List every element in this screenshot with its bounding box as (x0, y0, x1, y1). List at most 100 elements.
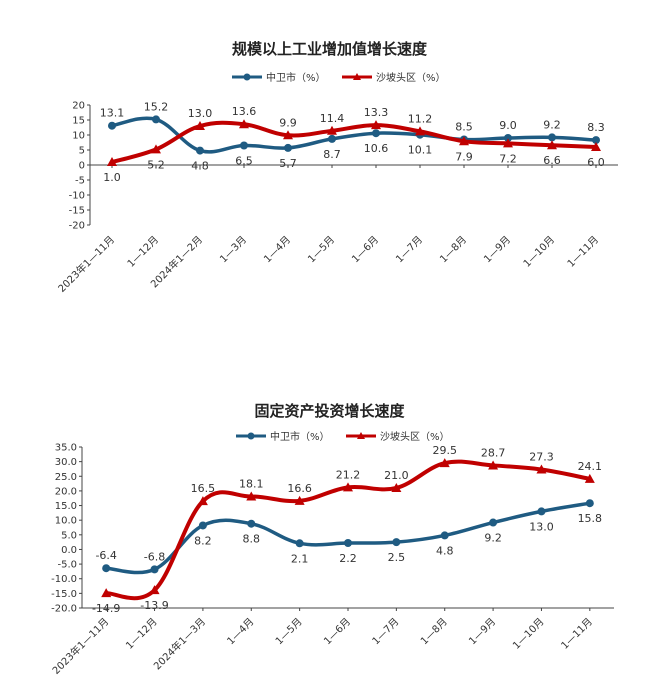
data-label: 10.1 (408, 144, 433, 157)
y-tick-label: 5 (79, 146, 85, 157)
x-tick-label: 1—3月 (217, 234, 249, 266)
data-label: -6.4 (95, 549, 116, 562)
data-point (503, 138, 513, 148)
industrial-growth-chart: 规模以上工业增加值增长速度 中卫市（%） 沙坡头区（%） 20 15 10 5 0 -5 -10… (0, 0, 659, 340)
x-tick-label: 1—6月 (321, 616, 353, 648)
data-point (548, 133, 556, 142)
x-tick-label: 1—10月 (510, 616, 546, 652)
data-point (284, 143, 292, 152)
data-point (151, 144, 161, 154)
data-point (372, 129, 380, 138)
data-label: 1.0 (103, 171, 121, 184)
data-point (592, 136, 600, 145)
data-label: 13.1 (100, 107, 125, 120)
data-point (391, 482, 402, 492)
data-label: 4.8 (436, 544, 454, 557)
data-point (415, 126, 425, 136)
data-label: 2.2 (339, 552, 357, 565)
data-point (392, 538, 401, 547)
data-point (102, 564, 111, 573)
data-label: 28.7 (481, 446, 506, 459)
data-label: 8.5 (455, 121, 473, 134)
chart-title: 规模以上工业增加值增长速度 (231, 40, 427, 58)
investment-growth-svg: 中卫市（%） 沙坡头区（%） 35.0 30.0 25.0 20.0 15.0 10.0 5.0… (49, 430, 614, 677)
data-point (344, 539, 352, 548)
y-tick-label: -15 (69, 206, 85, 217)
data-label: 6.0 (587, 156, 605, 169)
legend-item: 中卫市（%） (232, 71, 326, 84)
data-point (246, 491, 257, 501)
y-tick-label: 15 (72, 116, 85, 127)
y-tick-label: 30.0 (55, 457, 77, 468)
data-point (149, 585, 160, 595)
data-label: 8.2 (194, 534, 212, 547)
x-tick-label: 1—7月 (370, 616, 402, 648)
data-point (504, 134, 512, 142)
x-tick-label: 1—4月 (225, 616, 257, 648)
data-label: 5.7 (279, 157, 297, 170)
data-label: -14.9 (92, 602, 120, 615)
x-tick-label: 1—11月 (565, 234, 601, 270)
y-tick-label: -15.0 (51, 589, 77, 600)
legend-item: 沙坡头区（%） (346, 430, 450, 443)
data-point (107, 157, 117, 166)
x-tick-label: 1—12月 (125, 234, 161, 270)
data-label: 9.9 (279, 116, 297, 129)
x-tick-label: 1—10月 (521, 234, 557, 270)
data-label: 13.6 (232, 105, 257, 118)
x-tick-label: 1—8月 (418, 616, 450, 648)
data-label: 9.2 (543, 118, 561, 131)
data-label: 29.5 (432, 444, 457, 457)
series-line (110, 120, 598, 164)
data-label: 21.0 (384, 469, 409, 482)
data-point (440, 531, 449, 540)
data-point (195, 121, 205, 130)
data-label: 18.1 (239, 477, 264, 490)
y-tick-label: 20 (72, 101, 85, 112)
data-point (489, 518, 498, 527)
y-tick-label: 0.0 (61, 545, 77, 556)
x-tick-label: 1—4月 (261, 234, 293, 266)
data-label: 21.2 (336, 468, 361, 481)
data-label: 24.1 (578, 460, 603, 473)
x-tick-label: 1—11月 (559, 616, 595, 652)
data-label: 27.3 (529, 451, 554, 464)
data-point (459, 136, 469, 146)
y-tick-label: 15.0 (55, 501, 77, 512)
industrial-growth-svg: 中卫市（%） 沙坡头区（%） 20 15 10 5 0 -5 -10 -15 -202023年1—1… (55, 71, 618, 295)
data-point (488, 460, 499, 470)
data-label: 7.9 (455, 150, 473, 163)
x-tick-label: 2024年1—3月 (151, 615, 208, 672)
data-point (328, 134, 336, 143)
legend-label: 沙坡头区（%） (376, 71, 446, 84)
chart-title: 固定资产投资增长速度 (254, 402, 405, 420)
data-label: 13.0 (529, 520, 554, 533)
data-point (239, 119, 249, 129)
data-label: -13.9 (140, 599, 168, 612)
data-label: 8.8 (243, 533, 261, 546)
data-label: 11.2 (408, 112, 433, 125)
data-point (537, 507, 546, 516)
x-tick-label: 2023年1—11月 (49, 615, 111, 677)
x-tick-label: 1—9月 (467, 616, 499, 648)
data-label: 15.8 (578, 512, 603, 525)
data-point (108, 121, 116, 130)
y-tick-label: 25.0 (55, 472, 77, 483)
legend-label: 沙坡头区（%） (380, 430, 450, 443)
data-point (585, 499, 594, 508)
legend-label: 中卫市（%） (270, 430, 330, 443)
y-tick-label: 10 (72, 131, 85, 142)
y-tick-label: -20.0 (51, 604, 77, 615)
data-point (547, 140, 557, 150)
data-point (247, 519, 256, 528)
x-tick-label: 1—9月 (481, 234, 513, 266)
data-point (150, 565, 159, 574)
data-label: 11.4 (320, 112, 345, 125)
data-point (536, 464, 547, 474)
x-tick-label: 1—12月 (124, 616, 160, 652)
legend-marker-triangle (353, 73, 361, 80)
data-point (240, 141, 248, 150)
legend-label: 中卫市（%） (266, 71, 326, 84)
x-tick-label: 1—8月 (437, 234, 469, 266)
data-point (198, 521, 207, 530)
